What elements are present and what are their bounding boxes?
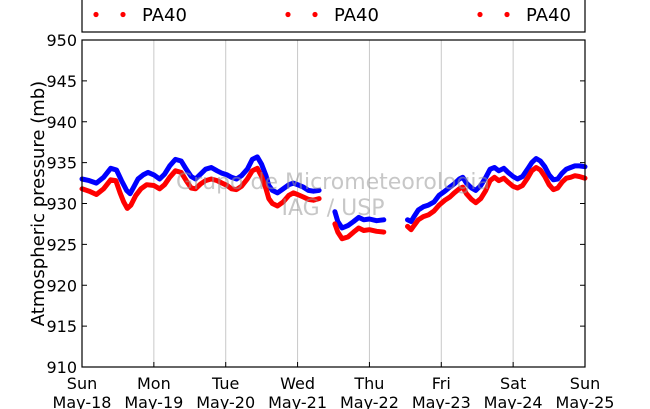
legend-entry-1: PA40 xyxy=(93,5,187,26)
y-tick-label-8: 950 xyxy=(46,31,77,50)
x-tick-day-3: Wed xyxy=(280,374,315,393)
x-tick-date-0: May-18 xyxy=(53,393,112,409)
x-tick-date-3: May-21 xyxy=(268,393,327,409)
series-0-segment-1 xyxy=(332,209,387,231)
grid-lines xyxy=(153,40,514,367)
x-tick-day-1: Mon xyxy=(137,374,171,393)
y-tick-label-4: 930 xyxy=(46,195,77,214)
y-tick-label-6: 940 xyxy=(46,113,77,132)
legend-marker-2a xyxy=(285,11,291,18)
x-tick-date-5: May-23 xyxy=(412,393,471,409)
y-axis-title: Atmospheric pressure (mb) xyxy=(28,81,49,326)
y-tick-label-2: 920 xyxy=(46,276,77,295)
watermark-line-2: IAG / USP xyxy=(282,196,385,221)
series-layer xyxy=(79,154,588,242)
legend-entry-2: PA40 xyxy=(285,5,379,26)
legend-label-1: PA40 xyxy=(142,5,187,26)
x-tick-date-6: May-24 xyxy=(484,393,543,409)
x-tick-day-7: Sun xyxy=(570,374,600,393)
legend-marker-1b xyxy=(120,11,126,18)
x-tick-day-0: Sun xyxy=(67,374,97,393)
legend-entry-3: PA40 xyxy=(477,5,571,26)
y-tick-label-1: 915 xyxy=(46,317,77,336)
x-tick-date-2: May-20 xyxy=(196,393,255,409)
y-tick-label-0: 910 xyxy=(46,358,77,377)
x-tick-date-4: May-22 xyxy=(340,393,399,409)
series-0-segment-0 xyxy=(79,154,322,197)
legend-marker-3a xyxy=(477,11,483,18)
series-0-segment-2 xyxy=(405,156,588,224)
y-tick-label-5: 935 xyxy=(46,154,77,173)
legend-frame xyxy=(81,0,586,33)
series-1-segment-2 xyxy=(405,165,588,233)
x-tick-day-6: Sat xyxy=(500,374,526,393)
y-tick-label-3: 925 xyxy=(46,235,77,254)
series-1-segment-1 xyxy=(332,221,387,242)
legend-label-2: PA40 xyxy=(334,5,379,26)
legend: PA40 PA40 PA40 xyxy=(81,0,586,33)
x-tick-date-1: May-19 xyxy=(124,393,183,409)
x-tick-day-4: Thu xyxy=(353,374,384,393)
x-tick-date-7: May-25 xyxy=(556,393,615,409)
legend-marker-1a xyxy=(93,11,99,18)
legend-marker-2b xyxy=(312,11,318,18)
axis-ticks: 910915920925930935940945950SunMay-18MonM… xyxy=(46,31,614,409)
series-1-segment-0 xyxy=(79,165,322,211)
y-tick-label-7: 945 xyxy=(46,72,77,91)
x-tick-day-5: Fri xyxy=(432,374,451,393)
legend-label-3: PA40 xyxy=(526,5,571,26)
watermark-line-1: Grupo de Micrometeorologia xyxy=(176,170,490,195)
legend-marker-3b xyxy=(504,11,510,18)
x-tick-day-2: Tue xyxy=(211,374,239,393)
